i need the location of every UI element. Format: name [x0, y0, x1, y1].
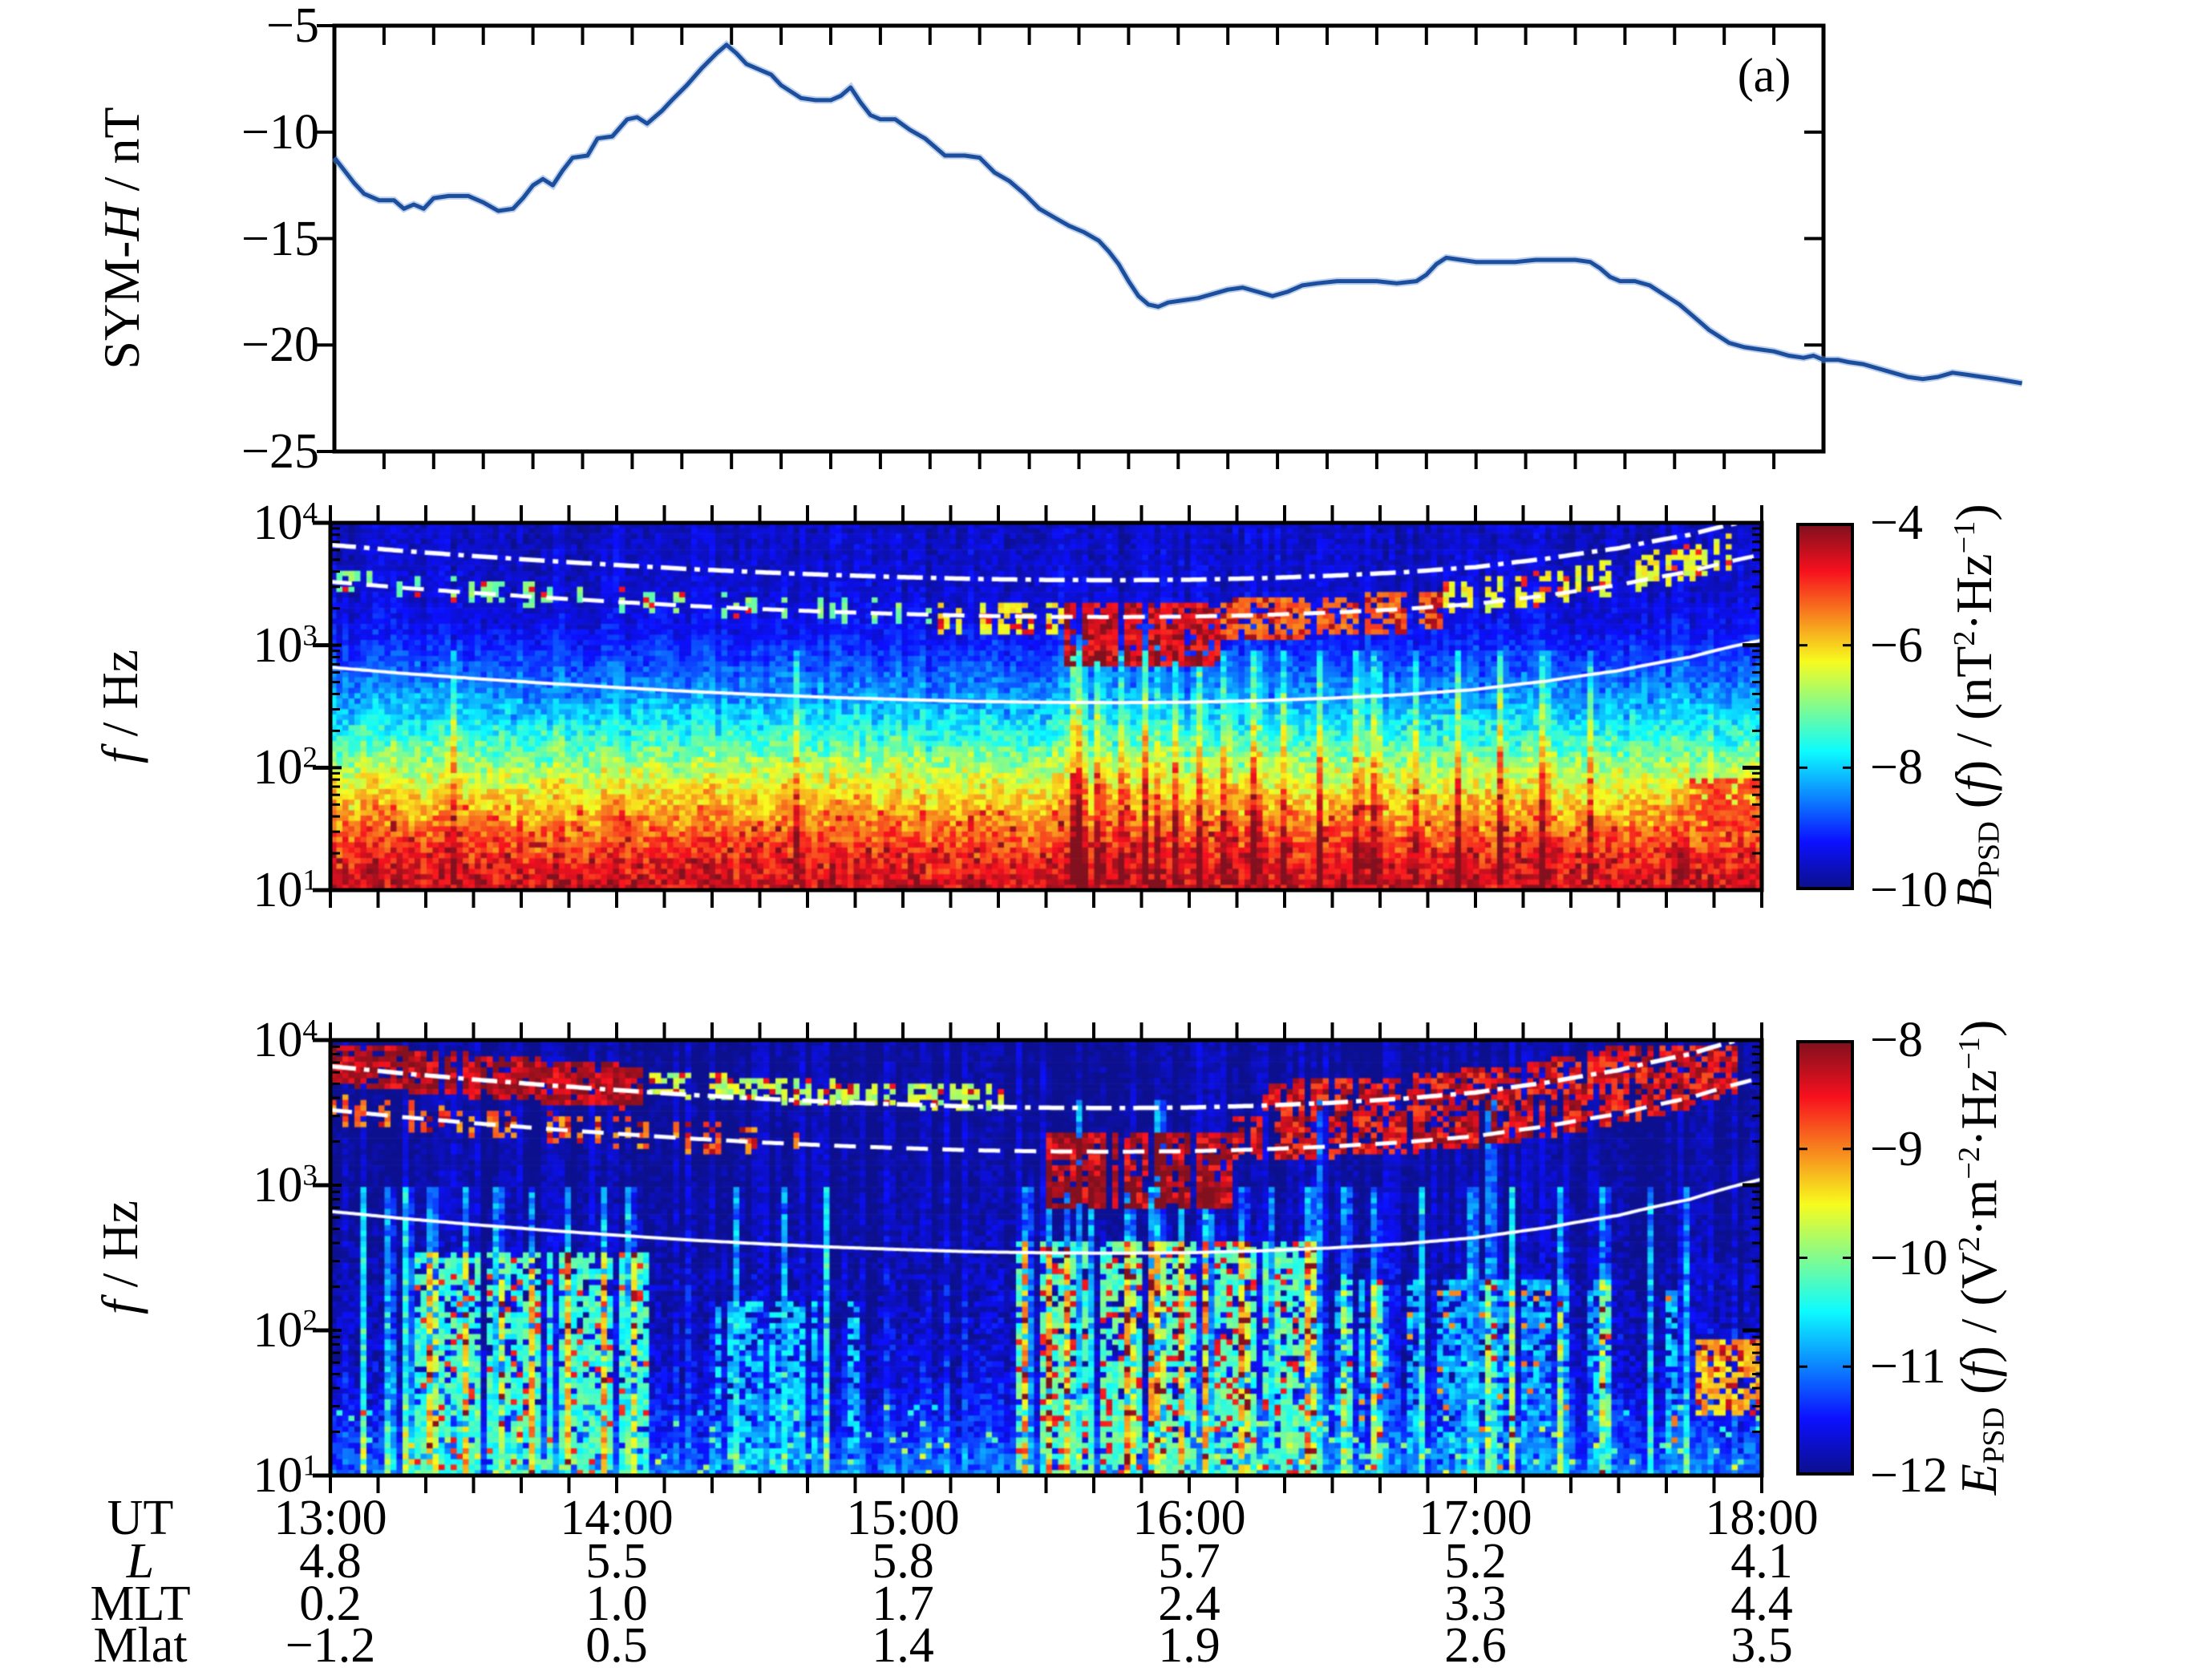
colorbar-tick-label: −12	[1870, 1448, 1948, 1503]
panel-frame	[328, 1038, 1764, 1478]
colorbar-tick-label: −6	[1870, 617, 1923, 673]
e-psd-colorbar-ticks	[1796, 1148, 1854, 1368]
e-psd-panel-axes	[313, 1022, 1764, 1493]
freq-tick-label: 101	[253, 1448, 318, 1503]
freq-tick-label: 101	[253, 863, 318, 917]
table-value: 2.6	[1444, 1618, 1507, 1673]
colorbar-tick-label: −10	[1870, 863, 1948, 917]
table-value: 0.2	[299, 1577, 362, 1631]
colorbar-tick-label: −8	[1870, 1013, 1923, 1067]
panel-frame	[328, 520, 1764, 893]
table-value: 1.0	[585, 1577, 648, 1631]
symh-y-tick-label: −20	[241, 318, 319, 373]
b-psd-colorbar-label: BPSD (f) / (nT2·Hz−1)	[1945, 504, 2006, 909]
table-value: 4.1	[1730, 1534, 1793, 1589]
symh-y-tick-label: −10	[241, 104, 319, 160]
colorbar-tick-label: −9	[1870, 1121, 1923, 1176]
b-psd-y-axis-label: f / Hz	[91, 649, 148, 764]
table-value: 5.8	[872, 1534, 934, 1589]
table-value: 1.7	[872, 1577, 934, 1631]
panel-frame	[332, 23, 1826, 454]
e-psd-colorbar-label: EPSD (f) / (V2·m−2·Hz−1)	[1950, 1019, 2011, 1496]
freq-tick-label: 104	[253, 496, 318, 550]
table-row-label: MLT	[90, 1577, 191, 1631]
freq-tick-label: 104	[253, 1013, 318, 1067]
colorbar-tick-label: −4	[1870, 496, 1923, 550]
table-value: 13:00	[273, 1491, 387, 1545]
freq-tick-label: 103	[253, 1158, 318, 1212]
table-value: 5.2	[1444, 1534, 1507, 1589]
freq-tick-label: 102	[253, 740, 318, 795]
b-psd-colorbar	[1796, 523, 1854, 890]
table-value: 1.9	[1158, 1618, 1220, 1673]
table-value: −1.2	[285, 1618, 376, 1673]
b-psd-spectrogram-canvas	[330, 523, 1762, 890]
table-row-label: L	[126, 1534, 155, 1589]
table-value: 2.4	[1158, 1577, 1220, 1631]
symh-y-axis-label: SYM-H / nT	[93, 107, 150, 370]
table-value: 5.5	[585, 1534, 648, 1589]
table-value: 15:00	[846, 1491, 960, 1545]
table-value: 3.5	[1730, 1618, 1793, 1673]
table-value: 17:00	[1419, 1491, 1532, 1545]
table-value: 5.7	[1158, 1534, 1220, 1589]
symh-y-tick-label: −25	[241, 424, 319, 479]
e-psd-y-axis-label: f / Hz	[91, 1200, 148, 1315]
table-row-label: Mlat	[93, 1618, 188, 1673]
colorbar-tick-label: −11	[1870, 1339, 1946, 1395]
table-value: 4.4	[1730, 1577, 1793, 1631]
table-value: 0.5	[585, 1618, 648, 1673]
symh-y-tick-label: −15	[241, 211, 319, 266]
table-row-label: UT	[107, 1491, 174, 1545]
symh-line	[333, 43, 2023, 386]
table-value: 3.3	[1444, 1577, 1507, 1631]
table-value: 18:00	[1705, 1491, 1819, 1545]
table-value: 16:00	[1132, 1491, 1246, 1545]
b-psd-colorbar-ticks	[1796, 644, 1854, 769]
freq-tick-label: 103	[253, 617, 318, 673]
table-value: 1.4	[872, 1618, 934, 1673]
colorbar-tick-label: −10	[1870, 1230, 1948, 1285]
symh-panel-axes	[317, 23, 2023, 469]
table-value: 14:00	[560, 1491, 674, 1545]
panel-label: (a)	[1737, 49, 1791, 102]
colorbar-tick-label: −8	[1870, 740, 1923, 795]
freq-tick-label: 102	[253, 1303, 318, 1358]
table-value: 4.8	[299, 1534, 362, 1589]
b-psd-panel-axes	[313, 505, 1764, 908]
symh-y-tick-label: −5	[266, 0, 319, 53]
e-psd-spectrogram-canvas	[330, 1040, 1762, 1476]
